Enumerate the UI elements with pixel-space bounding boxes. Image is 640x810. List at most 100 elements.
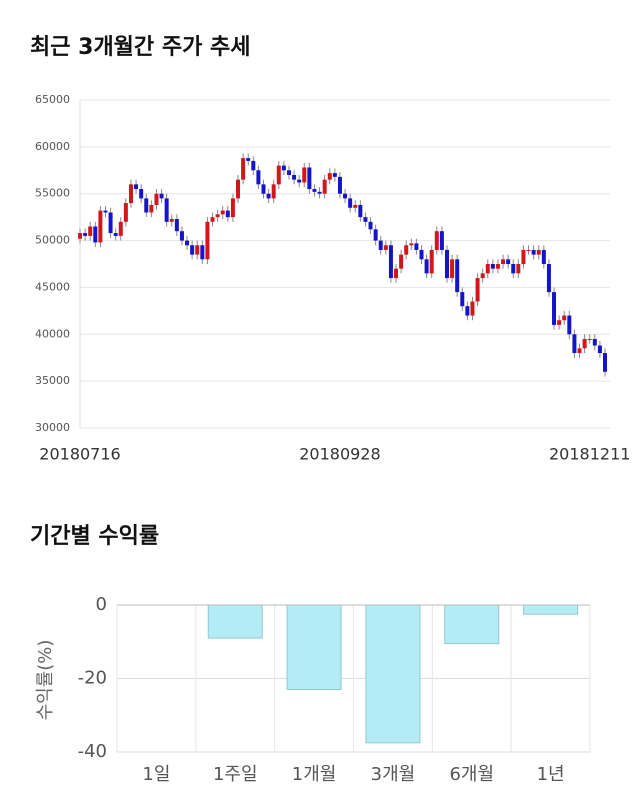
- candle-body: [455, 259, 460, 293]
- candle-body: [185, 240, 190, 246]
- x-tick-label: 1년: [537, 764, 565, 785]
- chart-title: 최근 3개월간 주가 추세: [30, 35, 250, 60]
- candle-body: [348, 198, 353, 208]
- candle-body: [113, 233, 118, 236]
- candle-body: [128, 184, 133, 204]
- candle-body: [439, 231, 444, 250]
- candle-body: [271, 184, 276, 199]
- candle-body: [424, 259, 429, 274]
- candle-body: [597, 345, 602, 354]
- candle-body: [200, 245, 205, 260]
- candle-body: [292, 174, 297, 180]
- y-axis-label: 수익률(%): [35, 640, 56, 721]
- candle-body: [582, 338, 587, 349]
- candle-body: [286, 170, 291, 175]
- candle-body: [603, 353, 607, 372]
- candle-body: [83, 233, 88, 236]
- chart-title: 기간별 수익률: [30, 524, 159, 549]
- candle-body: [587, 338, 592, 340]
- candle-body: [276, 165, 281, 185]
- candle-body: [501, 259, 506, 264]
- candle-body: [322, 179, 327, 194]
- candle-body: [123, 203, 128, 222]
- candle-body: [592, 338, 597, 346]
- candle-body: [251, 160, 256, 171]
- candle-body: [215, 214, 220, 218]
- candle-body: [139, 189, 144, 199]
- candle-body: [450, 259, 455, 279]
- y-tick-label: 30000: [35, 421, 70, 434]
- candle-body: [419, 249, 424, 260]
- candle-body: [460, 292, 465, 307]
- x-tick-label: 1개월: [292, 764, 337, 785]
- x-tick-label: 20180928: [299, 445, 380, 464]
- x-tick-label: 1일: [142, 764, 170, 785]
- bar: [523, 604, 579, 615]
- candle-body: [78, 233, 82, 239]
- candle-body: [526, 249, 531, 251]
- candle-body: [302, 167, 307, 183]
- candle-body: [134, 184, 139, 190]
- candle-body: [404, 245, 409, 255]
- candle-body: [317, 191, 322, 194]
- candle-body: [210, 217, 215, 222]
- candle-body: [159, 193, 164, 199]
- candle-body: [465, 306, 470, 316]
- bar: [444, 604, 500, 645]
- candle-body: [577, 348, 582, 354]
- candle-body: [414, 243, 419, 250]
- candle-body: [205, 221, 210, 260]
- candle-body: [394, 268, 399, 279]
- candle-body: [388, 245, 393, 279]
- x-tick-label: 20180716: [39, 445, 120, 464]
- candle-body: [368, 221, 373, 230]
- candle-body: [516, 264, 521, 274]
- candle-body: [149, 204, 154, 213]
- candle-body: [353, 204, 358, 208]
- candle-body: [429, 249, 434, 274]
- candle-body: [536, 249, 541, 255]
- y-tick-label: -20: [78, 668, 107, 689]
- candle-body: [511, 264, 516, 274]
- bar: [286, 604, 342, 691]
- candle-body: [93, 226, 98, 243]
- candle-body: [312, 189, 317, 192]
- candle-body: [164, 198, 169, 222]
- candle-body: [144, 198, 149, 213]
- candle-body: [521, 249, 526, 264]
- candle-body: [409, 243, 414, 246]
- candle-body: [179, 231, 184, 241]
- y-tick-label: 50000: [35, 234, 70, 247]
- candle-body: [485, 264, 490, 274]
- candle-body: [572, 334, 577, 354]
- candle-body: [220, 210, 225, 215]
- candle-body: [241, 158, 246, 180]
- candle-body: [475, 278, 480, 302]
- candle-body: [236, 179, 241, 199]
- x-tick-label: 6개월: [449, 764, 494, 785]
- candle-body: [541, 249, 546, 264]
- y-tick-label: 35000: [35, 374, 70, 387]
- candle-body: [103, 210, 108, 213]
- y-tick-label: 45000: [35, 280, 70, 293]
- bar: [365, 604, 421, 744]
- candle-body: [444, 249, 449, 279]
- candle-body: [169, 219, 174, 222]
- candle-body: [118, 221, 123, 236]
- x-tick-label: 3개월: [371, 764, 416, 785]
- candle-body: [434, 231, 439, 250]
- candle-body: [343, 193, 348, 199]
- y-tick-label: 65000: [35, 93, 70, 106]
- candle-body: [373, 229, 378, 241]
- x-tick-label: 1주일: [213, 764, 258, 785]
- candle-body: [246, 158, 251, 161]
- candle-body: [337, 176, 342, 194]
- candle-body: [378, 240, 383, 250]
- candle-body: [266, 193, 271, 199]
- candle-body: [332, 173, 337, 177]
- bar: [207, 604, 263, 639]
- candle-body: [225, 210, 230, 218]
- candle-body: [256, 170, 261, 185]
- candle-body: [557, 320, 562, 325]
